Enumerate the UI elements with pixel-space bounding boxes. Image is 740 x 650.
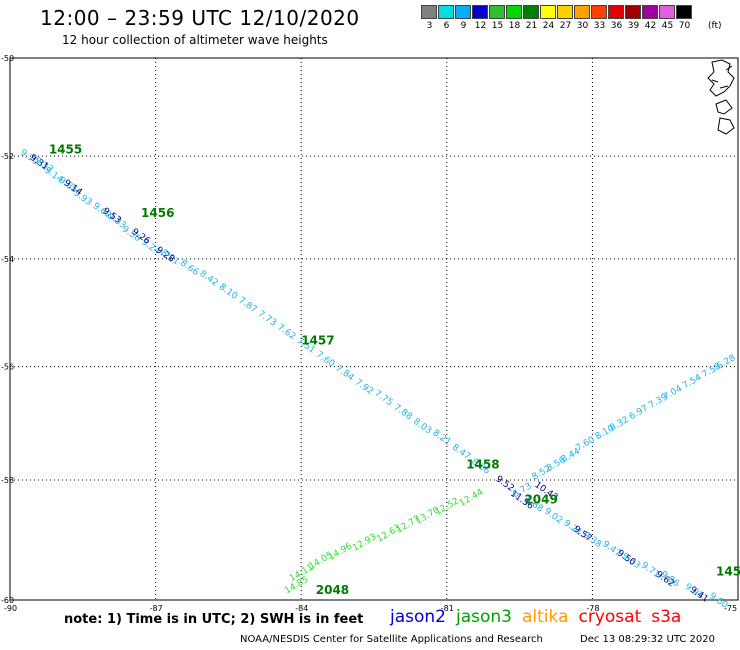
footer-note: note: 1) Time is in UTC; 2) SWH is in fe…: [64, 612, 364, 627]
lat-label: -50: [1, 54, 14, 63]
scale-swatch: [591, 5, 607, 19]
scale-label: 33: [593, 21, 606, 31]
satellite-jason2: jason2: [390, 607, 446, 627]
scale-swatch: [659, 5, 675, 19]
scale-swatch: [676, 5, 692, 19]
satellite-legend: jason2 jason3 altika cryosat s3a: [390, 606, 691, 628]
wave-height-color-scale: [421, 5, 693, 19]
scale-label: 6: [443, 21, 450, 31]
scale-label: 27: [559, 21, 572, 31]
color-scale-labels: 3 6 9 12 15 18 21 24 27 30 33 36 39 42 45 70: [421, 21, 693, 32]
satellite-s3a: s3a: [651, 607, 682, 627]
scale-swatch: [489, 5, 505, 19]
pass-number: 1455: [49, 143, 82, 157]
scale-label: 42: [644, 21, 657, 31]
scale-label: 36: [610, 21, 623, 31]
scale-swatch: [438, 5, 454, 19]
map-frame: [9, 57, 739, 601]
scale-swatch: [455, 5, 471, 19]
pass-number: 1457: [301, 334, 334, 348]
lat-label: -60: [1, 596, 14, 605]
pass-number: 2048: [316, 583, 349, 597]
scale-label: 12: [474, 21, 487, 31]
scale-label: 21: [525, 21, 538, 31]
scale-swatch: [574, 5, 590, 19]
satellite-altika: altika: [522, 607, 569, 627]
lon-label: -90: [4, 604, 17, 613]
scale-label: 70: [678, 21, 691, 31]
scale-label: 9: [460, 21, 467, 31]
scale-swatch: [523, 5, 539, 19]
footer-timestamp: Dec 13 08:29:32 UTC 2020: [580, 634, 715, 645]
page-title: 12:00 – 23:59 UTC 12/10/2020: [40, 6, 360, 30]
lat-label: -54: [1, 255, 14, 264]
scale-swatch: [608, 5, 624, 19]
page-subtitle: 12 hour collection of altimeter wave hei…: [62, 33, 328, 47]
satellite-jason3: jason3: [456, 607, 512, 627]
coastline: [707, 59, 735, 135]
scale-swatch: [557, 5, 573, 19]
scale-swatch: [625, 5, 641, 19]
color-scale-unit: (ft): [708, 21, 722, 31]
scale-label: 3: [426, 21, 433, 31]
scale-label: 18: [508, 21, 521, 31]
pass-number: 1458: [466, 457, 499, 471]
scale-swatch: [421, 5, 437, 19]
longitude-labels: -90 -87 -84 -81 -78 -75: [4, 604, 737, 613]
scale-swatch: [506, 5, 522, 19]
scale-swatch: [540, 5, 556, 19]
lon-label: -75: [724, 604, 737, 613]
scale-label: 24: [542, 21, 555, 31]
lon-label: -78: [586, 604, 599, 613]
pass-labels: 1455 1456 1457 1458 2049 2048 145: [49, 143, 740, 597]
scale-label: 45: [661, 21, 674, 31]
lon-label: -87: [150, 604, 163, 613]
lat-label: -56: [1, 363, 14, 372]
lon-label: -84: [295, 604, 308, 613]
pass-number: 1456: [141, 206, 174, 220]
scale-swatch: [642, 5, 658, 19]
pass-number: 2049: [524, 492, 557, 506]
lat-label: -58: [1, 476, 14, 485]
scale-label: 30: [576, 21, 589, 31]
scale-label: 15: [491, 21, 504, 31]
lon-label: -81: [441, 604, 454, 613]
map-gridlines: [10, 58, 738, 600]
lat-label: -52: [1, 152, 14, 161]
latitude-labels: -50 -52 -54 -56 -58 -60: [1, 54, 14, 605]
scale-swatch: [472, 5, 488, 19]
pass-number: 145: [716, 564, 740, 578]
footer-credit: NOAA/NESDIS Center for Satellite Applica…: [240, 634, 543, 645]
satellite-cryosat: cryosat: [578, 607, 642, 627]
scale-label: 39: [627, 21, 640, 31]
